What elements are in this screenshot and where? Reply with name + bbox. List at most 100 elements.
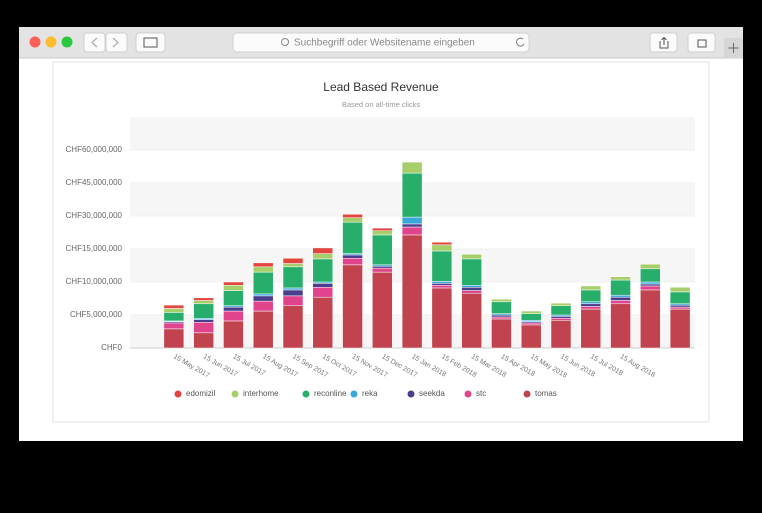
bar-segment	[193, 319, 214, 323]
minimize-button[interactable]	[45, 36, 57, 48]
bar-segment	[550, 302, 572, 307]
bar-segment	[431, 283, 453, 286]
y-tick-label: CHF5,000,000	[70, 310, 123, 319]
legend-marker	[523, 390, 531, 398]
close-button[interactable]	[29, 36, 41, 48]
legend-label: edomizil	[186, 389, 216, 398]
bar-segment	[312, 296, 334, 349]
bar-segment	[669, 287, 691, 293]
bar-segment	[372, 271, 393, 349]
bar-segment	[342, 221, 363, 254]
bar-segment	[610, 279, 631, 296]
bar-segment	[282, 289, 304, 297]
bar-segment	[223, 310, 244, 322]
zoom-button[interactable]	[61, 36, 73, 48]
bar-segment	[401, 223, 423, 228]
bar-segment	[342, 213, 363, 219]
bar-segment	[610, 276, 631, 281]
bar-segment	[461, 254, 482, 260]
bar-segment	[163, 312, 185, 322]
y-tick-label: CHF15,000,000	[66, 244, 123, 253]
bar-segment	[640, 281, 661, 285]
bar-segment	[312, 287, 334, 298]
chart-subtitle: Based on all-time clicks	[342, 100, 421, 109]
bar-segment	[640, 289, 661, 349]
reload-icon[interactable]	[516, 37, 525, 47]
bar-segment	[580, 303, 602, 307]
bar-segment	[163, 308, 185, 313]
share-icon	[659, 36, 669, 49]
bar-segment	[372, 230, 393, 236]
search-placeholder: Suchbegriff oder Websitename eingeben	[294, 38, 475, 49]
plus-icon	[728, 43, 739, 53]
y-tick-label: CHF30,000,000	[66, 211, 123, 220]
bar-segment	[401, 161, 423, 174]
bar-segment	[491, 316, 512, 320]
bar-segment	[610, 296, 631, 301]
bar-segment	[431, 244, 453, 252]
back-button[interactable]	[83, 32, 106, 53]
bar-segment	[252, 293, 274, 297]
bar-segment	[491, 301, 512, 314]
bar-segment	[550, 318, 572, 321]
bar-segment	[491, 314, 512, 318]
bar-segment	[401, 234, 423, 349]
legend-label: seekda	[419, 389, 445, 398]
bar-segment	[461, 292, 482, 349]
bar-segment	[401, 172, 423, 218]
bar-segment	[252, 271, 274, 295]
bar-segment	[520, 313, 542, 321]
bar-segment	[640, 283, 661, 287]
bar-segment	[252, 310, 274, 349]
bar-segment	[431, 287, 453, 349]
legend-marker	[464, 390, 472, 398]
bar-segment	[223, 320, 244, 349]
forward-button[interactable]	[105, 32, 128, 53]
bar-segment	[312, 247, 334, 254]
bar-segment	[282, 263, 304, 268]
bar-segment	[282, 287, 304, 291]
legend-label: reka	[362, 389, 378, 398]
bar-segment	[252, 262, 274, 268]
bar-segment	[550, 316, 572, 319]
sidebar-button[interactable]	[135, 32, 166, 53]
bar-segment	[640, 263, 661, 270]
y-tick-label: CHF10,000,000	[66, 277, 123, 286]
bar-segment	[431, 241, 453, 246]
bar-segment	[223, 290, 244, 307]
sidebar-icon	[143, 37, 158, 48]
bar-segment	[282, 257, 304, 264]
bar-segment	[491, 298, 512, 303]
legend-label: reconline	[314, 389, 347, 398]
address-bar[interactable]	[232, 32, 530, 53]
bar-segment	[580, 285, 602, 291]
grid-band	[130, 117, 695, 150]
bar-segment	[372, 267, 393, 273]
bar-segment	[669, 306, 691, 310]
bar-segment	[282, 266, 304, 289]
bar-segment	[580, 308, 602, 349]
bar-segment	[372, 234, 393, 266]
legend-label: stc	[476, 389, 486, 398]
tabs-icon	[697, 39, 707, 48]
bar-segment	[223, 306, 244, 312]
bar-segment	[520, 322, 542, 326]
bar-segment	[520, 310, 542, 314]
bar-segment	[163, 322, 185, 330]
legend-marker	[174, 390, 182, 398]
bar-segment	[193, 297, 214, 301]
bar-segment	[193, 322, 214, 334]
y-tick-label: CHF45,000,000	[66, 178, 123, 187]
bar-segment	[669, 308, 691, 349]
bar-segment	[550, 305, 572, 316]
legend-marker	[231, 390, 239, 398]
bar-segment	[342, 264, 363, 349]
bar-segment	[461, 285, 482, 288]
bar-segment	[669, 291, 691, 305]
bar-segment	[193, 300, 214, 305]
bar-segment	[640, 285, 661, 291]
legend-marker	[302, 390, 310, 398]
tabs-button[interactable]	[687, 32, 716, 53]
bar-segment	[193, 303, 214, 319]
